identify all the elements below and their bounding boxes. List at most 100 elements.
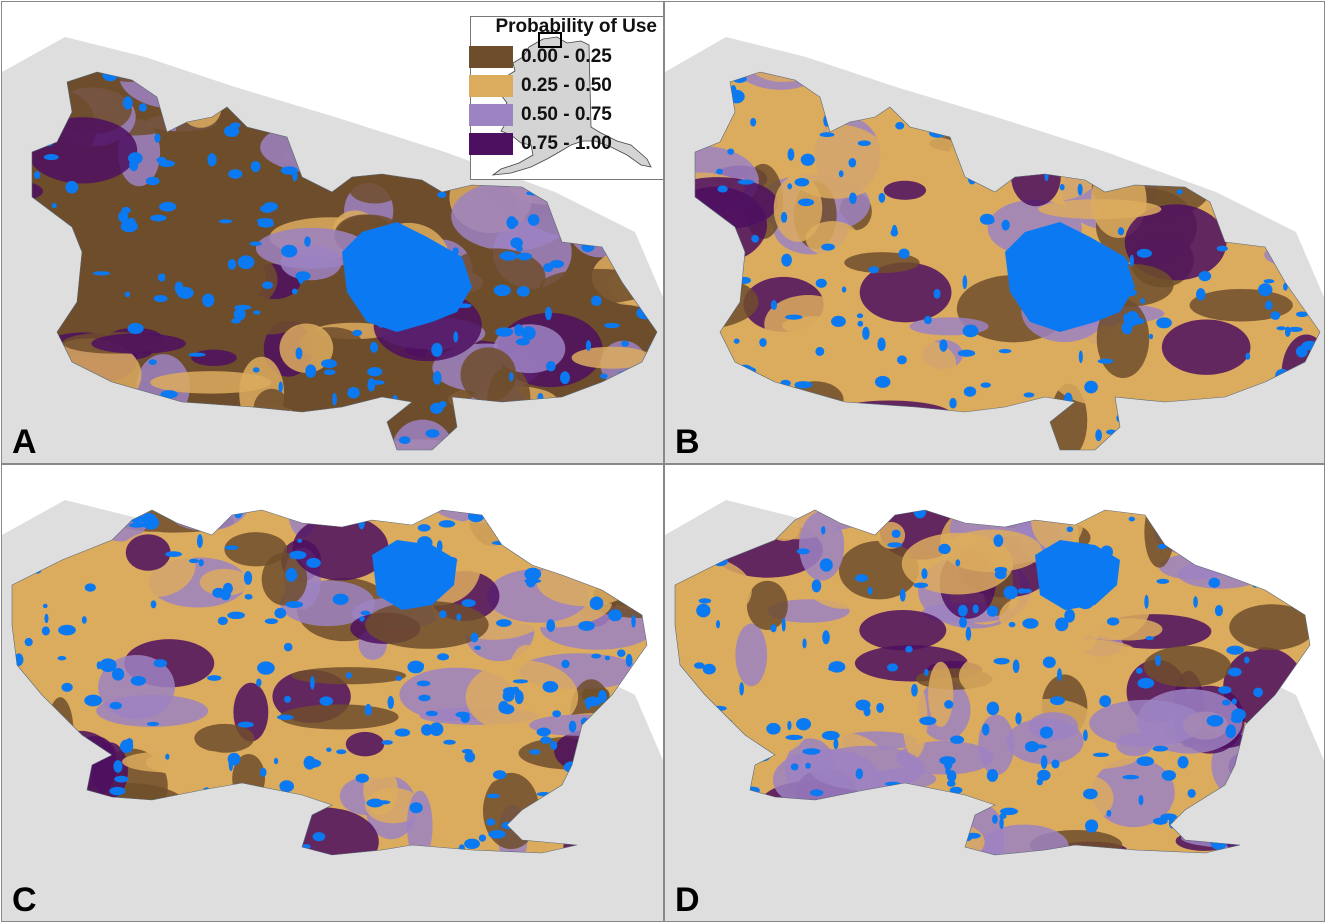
pond	[766, 722, 781, 735]
pond	[259, 767, 267, 777]
pond	[304, 236, 311, 247]
pond	[1042, 656, 1056, 669]
pond	[345, 672, 352, 679]
pond	[811, 579, 822, 593]
map-panel-b: B	[664, 1, 1325, 464]
pond	[1084, 380, 1098, 394]
legend-swatch	[469, 45, 513, 68]
pond	[332, 593, 349, 605]
pond	[1140, 298, 1146, 304]
pond	[787, 183, 793, 190]
pond	[561, 659, 570, 669]
pond	[815, 346, 825, 357]
pond	[395, 675, 403, 681]
pond	[496, 619, 512, 627]
pond	[276, 714, 294, 721]
pond	[512, 679, 529, 684]
pond	[493, 284, 511, 297]
pond	[1270, 311, 1281, 320]
pond	[256, 678, 262, 687]
pond	[306, 557, 321, 568]
pond	[1227, 667, 1242, 677]
pond	[370, 341, 378, 353]
pond	[492, 770, 507, 780]
pond	[780, 211, 788, 223]
study-area-outline	[11, 509, 648, 856]
pond	[585, 340, 592, 351]
pond	[891, 224, 898, 237]
pond	[160, 390, 178, 399]
pond	[921, 568, 928, 579]
pond	[456, 613, 462, 621]
pond	[999, 813, 1007, 819]
pond	[443, 739, 456, 745]
legend: Probability of Use 0.00 - 0.25 0.25 - 0.…	[457, 16, 657, 158]
pond	[437, 653, 450, 661]
pond	[174, 281, 184, 295]
pond	[202, 293, 215, 308]
pond	[598, 689, 607, 703]
habitat-patch	[883, 180, 927, 200]
pond	[227, 259, 237, 270]
pond	[1012, 659, 1020, 674]
panel-label-d: D	[675, 881, 700, 919]
pond	[142, 515, 160, 530]
alaska-inset-icon	[491, 32, 652, 176]
pond	[549, 259, 565, 269]
pond	[425, 429, 440, 438]
pond	[156, 156, 167, 163]
pond	[1117, 227, 1125, 236]
pond	[1161, 770, 1177, 781]
pond	[515, 338, 530, 346]
pond	[41, 626, 50, 636]
pond	[962, 275, 968, 290]
pond	[716, 168, 723, 175]
pond	[1218, 686, 1232, 694]
pond	[1037, 769, 1051, 781]
pond	[794, 177, 810, 187]
pond	[257, 220, 275, 228]
pond	[1022, 618, 1039, 629]
pond	[944, 700, 954, 709]
pond	[289, 550, 307, 560]
pond	[955, 559, 961, 567]
pond	[1129, 254, 1134, 267]
pond	[621, 340, 630, 347]
habitat-patch	[412, 753, 505, 788]
panel-label-c: C	[12, 881, 37, 919]
pond	[416, 680, 431, 687]
legend-item: 0.50 - 0.75	[457, 100, 657, 129]
pond	[702, 663, 716, 675]
habitat-patch	[782, 316, 847, 336]
lake	[1005, 222, 1135, 332]
pond	[950, 735, 965, 744]
pond	[727, 148, 735, 155]
lake	[1035, 540, 1120, 610]
pond	[737, 179, 755, 185]
pond	[604, 322, 620, 329]
pond	[227, 752, 241, 766]
pond	[42, 603, 48, 609]
pond	[279, 780, 294, 793]
pond	[495, 327, 514, 337]
pond	[1206, 714, 1224, 727]
habitat-patch	[345, 731, 385, 757]
pond	[1276, 326, 1286, 331]
pond	[250, 160, 261, 173]
habitat-patch	[1056, 774, 1114, 822]
pond	[278, 381, 283, 393]
pond	[439, 401, 447, 408]
pond	[295, 271, 311, 281]
pond	[1152, 817, 1168, 825]
pond	[44, 613, 49, 624]
pond	[1040, 755, 1048, 770]
pond	[924, 668, 929, 677]
pond	[1057, 668, 1062, 682]
pond	[124, 291, 131, 298]
pond	[591, 295, 602, 306]
pond	[1231, 708, 1246, 721]
pond	[154, 133, 161, 143]
pond	[1283, 282, 1288, 291]
pond	[1196, 288, 1206, 301]
habitat-patch	[125, 534, 171, 571]
